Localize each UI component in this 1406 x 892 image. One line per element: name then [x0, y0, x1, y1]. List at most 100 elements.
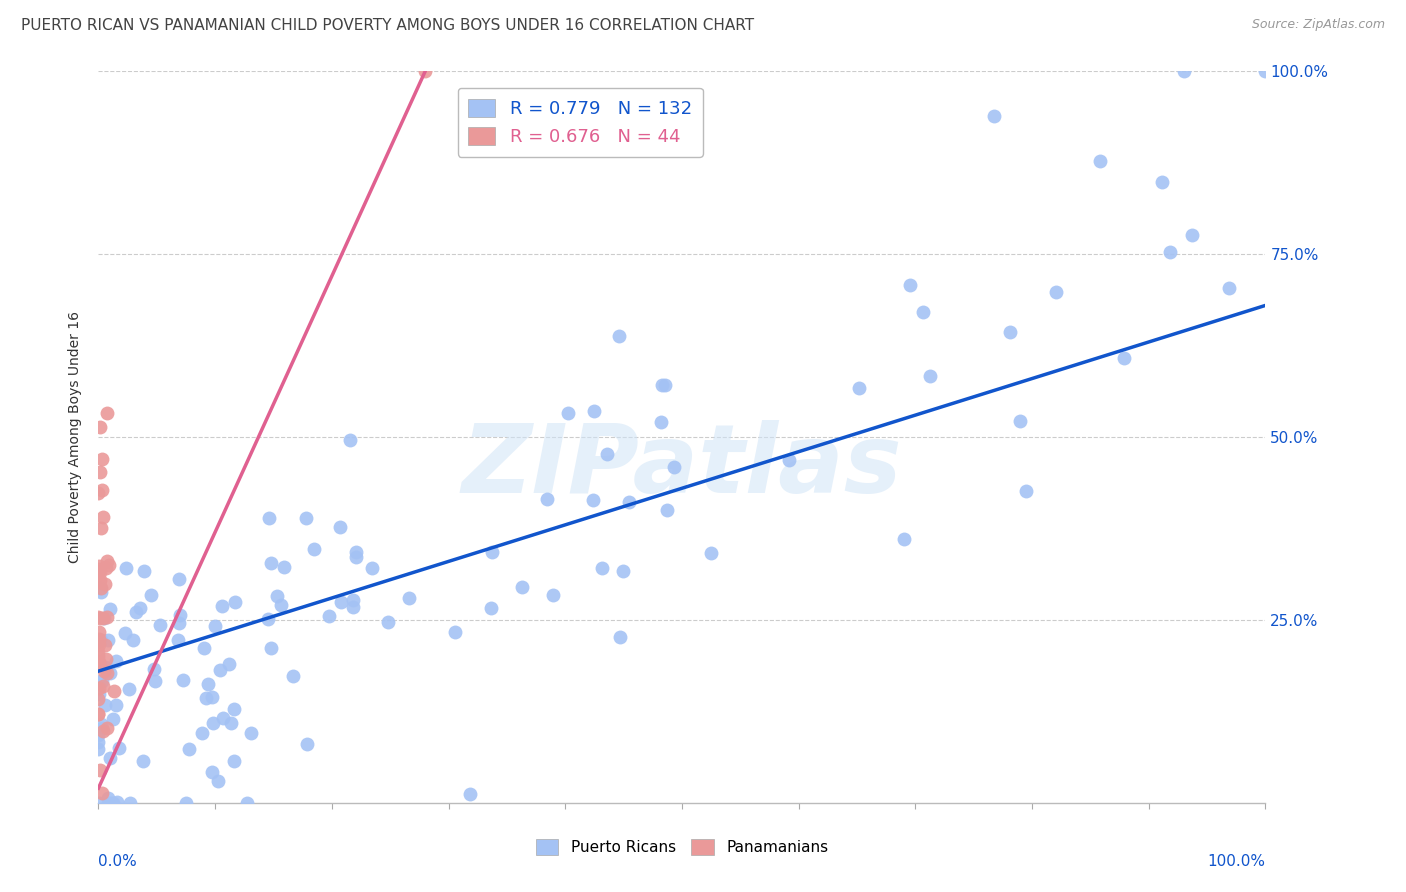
Point — [89, 574, 111, 588]
Point — [101, 796, 124, 810]
Point — [898, 278, 921, 293]
Point — [89, 611, 111, 625]
Point — [609, 329, 631, 343]
Point — [211, 599, 233, 614]
Point — [91, 721, 114, 735]
Point — [93, 665, 115, 679]
Point — [167, 616, 190, 631]
Point — [510, 580, 533, 594]
Point — [96, 609, 118, 624]
Point — [201, 716, 224, 731]
Point — [87, 632, 110, 646]
Point — [97, 796, 120, 810]
Point — [87, 485, 110, 500]
Point — [89, 581, 111, 595]
Point — [342, 600, 364, 615]
Point — [1000, 325, 1022, 339]
Point — [240, 726, 263, 740]
Point — [87, 706, 110, 721]
Point — [87, 648, 110, 663]
Text: ZIPatlas: ZIPatlas — [461, 420, 903, 513]
Point — [96, 721, 118, 735]
Point — [1173, 64, 1195, 78]
Point — [591, 561, 613, 575]
Point — [89, 582, 111, 596]
Legend: Puerto Ricans, Panamanians: Puerto Ricans, Panamanians — [530, 833, 834, 861]
Point — [105, 795, 128, 809]
Point — [609, 630, 631, 644]
Point — [89, 419, 111, 434]
Point — [89, 565, 111, 579]
Point — [174, 796, 197, 810]
Point — [87, 707, 110, 722]
Point — [536, 492, 558, 507]
Point — [104, 654, 127, 668]
Point — [256, 611, 278, 625]
Point — [141, 588, 163, 602]
Point — [458, 787, 481, 801]
Point — [346, 549, 368, 564]
Point — [89, 465, 111, 479]
Point — [222, 701, 245, 715]
Point — [342, 592, 364, 607]
Point — [87, 609, 110, 624]
Point — [96, 554, 118, 568]
Point — [295, 511, 318, 525]
Point — [121, 633, 143, 648]
Point — [90, 717, 112, 731]
Point — [91, 786, 114, 800]
Point — [377, 615, 399, 629]
Point — [103, 684, 125, 698]
Point — [207, 773, 229, 788]
Y-axis label: Child Poverty Among Boys Under 16: Child Poverty Among Boys Under 16 — [69, 311, 83, 563]
Point — [90, 451, 112, 466]
Point — [94, 652, 117, 666]
Point — [304, 541, 326, 556]
Point — [93, 698, 115, 713]
Point — [93, 576, 115, 591]
Point — [260, 556, 283, 570]
Point — [1088, 154, 1111, 169]
Point — [98, 751, 121, 765]
Point — [96, 560, 118, 574]
Point — [218, 657, 240, 671]
Point — [87, 735, 110, 749]
Point — [118, 681, 141, 696]
Point — [224, 595, 246, 609]
Text: Source: ZipAtlas.com: Source: ZipAtlas.com — [1251, 18, 1385, 31]
Point — [204, 619, 226, 633]
Point — [132, 564, 155, 578]
Point — [87, 657, 110, 671]
Point — [87, 728, 110, 742]
Point — [90, 521, 112, 535]
Point — [87, 681, 110, 696]
Point — [281, 669, 304, 683]
Point — [1112, 351, 1135, 365]
Point — [98, 558, 121, 572]
Point — [96, 406, 118, 420]
Point — [172, 673, 194, 687]
Point — [93, 638, 115, 652]
Point — [541, 588, 564, 602]
Point — [211, 711, 233, 725]
Point — [1015, 483, 1038, 498]
Point — [778, 453, 800, 467]
Point — [120, 796, 142, 810]
Point — [443, 625, 465, 640]
Point — [191, 725, 214, 739]
Point — [87, 574, 110, 589]
Point — [582, 492, 605, 507]
Point — [330, 594, 353, 608]
Point — [91, 611, 114, 625]
Point — [89, 673, 111, 688]
Text: 0.0%: 0.0% — [98, 854, 138, 869]
Point — [295, 738, 318, 752]
Point — [1150, 176, 1173, 190]
Point — [197, 677, 219, 691]
Point — [93, 611, 115, 625]
Point — [983, 109, 1005, 123]
Point — [87, 687, 110, 701]
Point — [596, 447, 619, 461]
Point — [920, 368, 942, 383]
Point — [143, 662, 166, 676]
